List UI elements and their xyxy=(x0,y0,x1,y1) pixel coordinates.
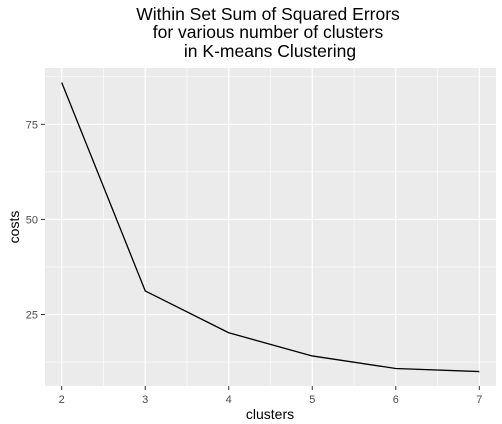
x-tick-label: 5 xyxy=(309,394,315,406)
x-tick-label: 4 xyxy=(226,394,232,406)
y-axis-title: costs xyxy=(6,211,22,244)
chart-title-line-2: for various number of clusters xyxy=(153,22,384,42)
chart-title-line-1: Within Set Sum of Squared Errors xyxy=(136,4,400,24)
x-tick-label: 2 xyxy=(59,394,65,406)
y-axis-ticks: 25 50 75 xyxy=(26,119,45,321)
x-tick-label: 7 xyxy=(476,394,482,406)
x-axis-title: clusters xyxy=(246,406,294,422)
x-tick-label: 3 xyxy=(142,394,148,406)
x-tick-label: 6 xyxy=(393,394,399,406)
chart-title-line-3: in K-means Clustering xyxy=(184,41,356,61)
y-tick-label: 25 xyxy=(26,309,38,321)
y-tick-label: 50 xyxy=(26,214,38,226)
y-tick-label: 75 xyxy=(26,119,38,131)
x-axis-ticks: 2 3 4 5 6 7 xyxy=(59,386,483,406)
